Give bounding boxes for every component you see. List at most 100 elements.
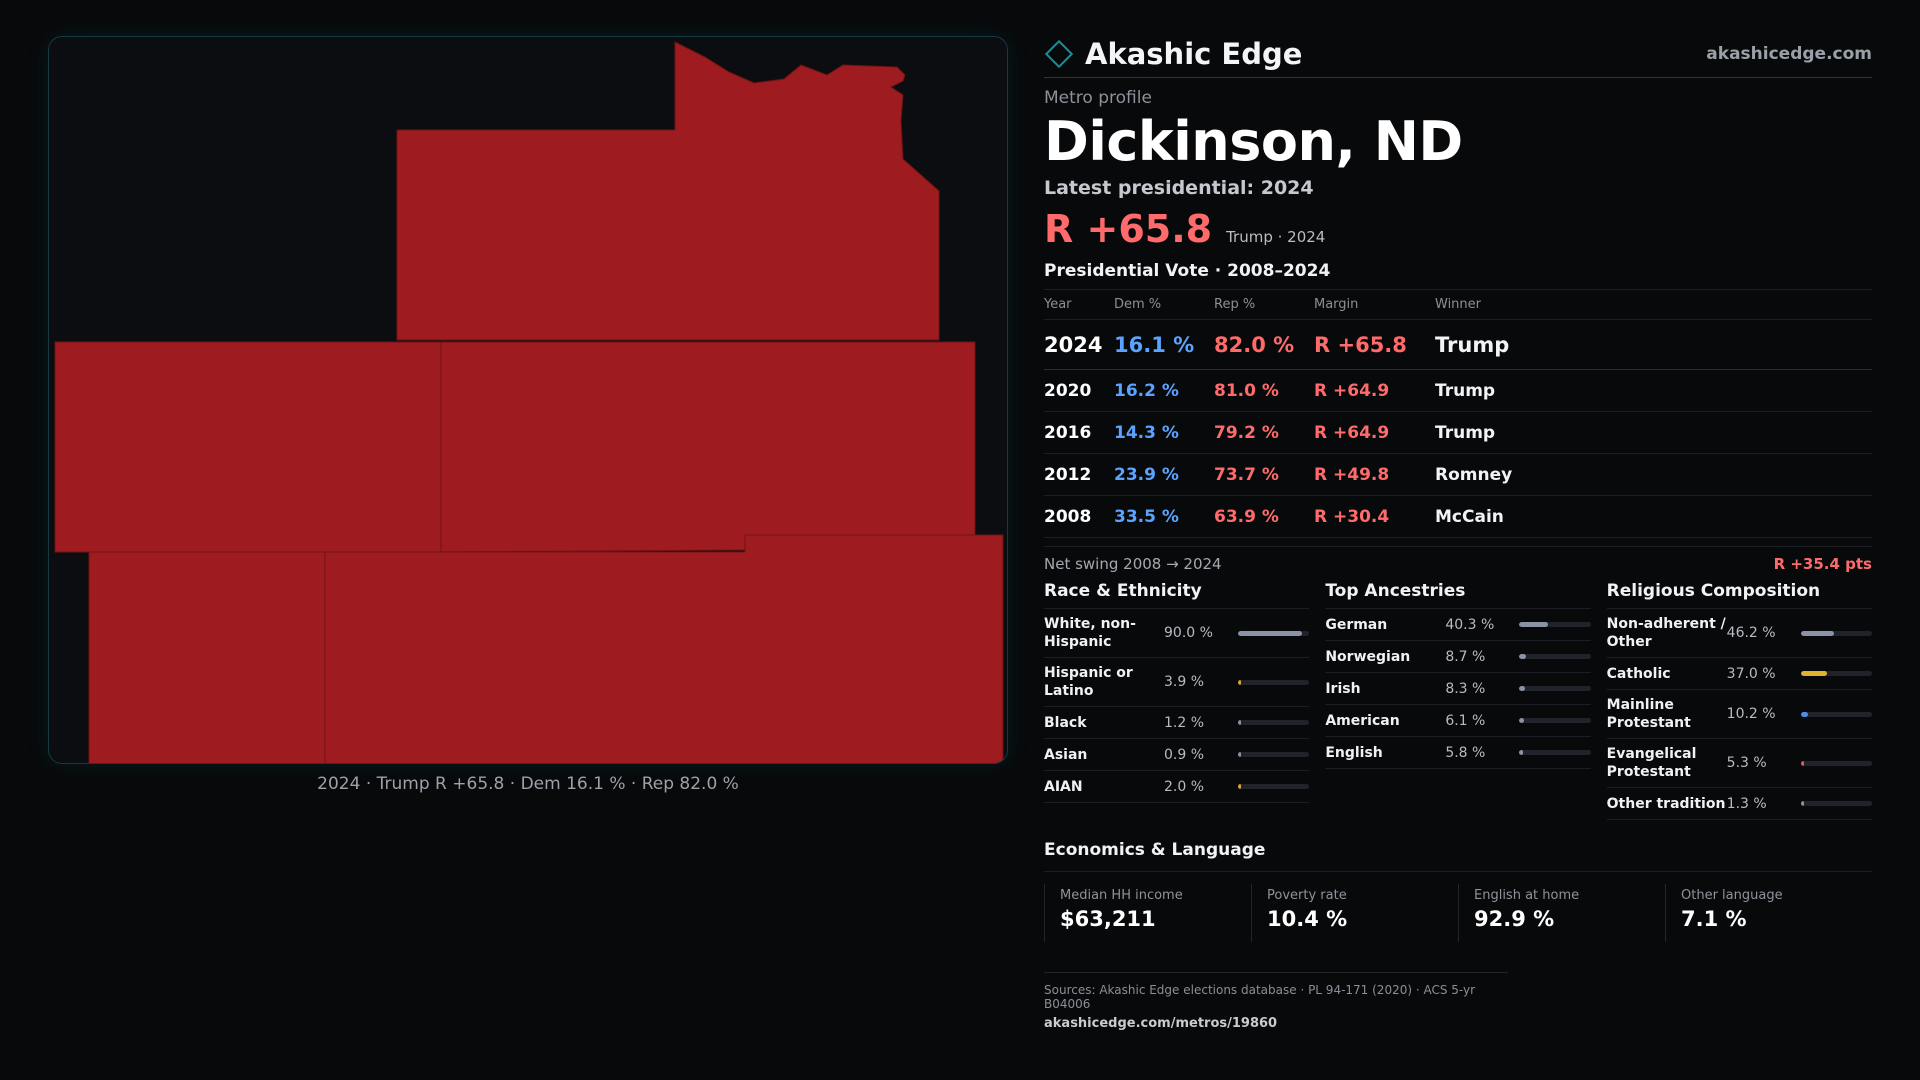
sources-footer: Sources: Akashic Edge elections database… bbox=[1044, 972, 1508, 1031]
share-bar bbox=[1519, 750, 1591, 755]
sources-text: Sources: Akashic Edge elections database… bbox=[1044, 983, 1476, 1011]
economics-title: Economics & Language bbox=[1044, 840, 1872, 872]
county-shape-north[interactable] bbox=[396, 41, 940, 341]
stat-card: Poverty rate 10.4 % bbox=[1251, 884, 1458, 942]
sources-url-link[interactable]: akashicedge.com/metros/19860 bbox=[1044, 1016, 1278, 1031]
share-bar bbox=[1800, 760, 1872, 766]
list-item-percent: 10.2 % bbox=[1726, 706, 1776, 722]
list-item-label: Mainline Protestant bbox=[1606, 697, 1691, 731]
share-bar-fill bbox=[1519, 686, 1526, 691]
cell-year: 2020 bbox=[1044, 369, 1114, 412]
stat-card: Median HH income $63,211 bbox=[1044, 884, 1251, 942]
economics-stats: Median HH income $63,211 Poverty rate 10.4 … bbox=[1044, 884, 1872, 942]
share-bar-fill bbox=[1238, 679, 1241, 685]
diamond-outline-icon bbox=[1044, 39, 1074, 68]
page-title: Dickinson, ND bbox=[1044, 110, 1463, 173]
list-item-percent: 40.3 % bbox=[1445, 616, 1495, 633]
county-shape-west[interactable] bbox=[54, 341, 442, 553]
headline-result: R +65.8 Trump · 2024 bbox=[1044, 207, 1872, 251]
list-item: English 5.8 % bbox=[1325, 737, 1591, 769]
list-item: Norwegian 8.7 % bbox=[1325, 641, 1591, 673]
share-bar-fill bbox=[1800, 801, 1804, 806]
share-bar bbox=[1519, 622, 1591, 627]
vote-history-table: Year Dem % Rep % Margin Winner 2024 16.1 … bbox=[1044, 289, 1872, 538]
stat-card: English at home 92.9 % bbox=[1458, 884, 1665, 942]
cell-dem: 16.1 % bbox=[1114, 319, 1214, 370]
list-item-percent: 1.2 % bbox=[1164, 714, 1205, 731]
race-ethnicity-section: Race & Ethnicity White, non-Hispanic 90.0… bbox=[1044, 581, 1310, 820]
list-item: AIAN 2.0 % bbox=[1044, 771, 1310, 803]
list-item-percent: 0.9 % bbox=[1164, 746, 1205, 763]
share-bar bbox=[1800, 630, 1872, 636]
share-bar-fill bbox=[1800, 630, 1834, 636]
share-bar bbox=[1238, 720, 1310, 725]
table-row[interactable]: 2012 23.9 % 73.7 % R +49.8 Romney bbox=[1044, 453, 1872, 496]
profile-eyebrow: Metro profile bbox=[1044, 88, 1152, 108]
county-shape-south[interactable] bbox=[88, 551, 326, 764]
list-item-percent: 37.0 % bbox=[1726, 665, 1776, 682]
share-bar-fill bbox=[1519, 718, 1524, 723]
stat-label: Other language bbox=[1681, 888, 1783, 903]
list-item: Evangelical Protestant 5.3 % bbox=[1606, 739, 1872, 788]
county-shape-southeast[interactable] bbox=[324, 534, 1004, 764]
county-shape-center[interactable] bbox=[440, 341, 976, 555]
list-item: Black 1.2 % bbox=[1044, 707, 1310, 739]
list-item-label: German bbox=[1325, 616, 1388, 633]
share-bar bbox=[1519, 718, 1591, 723]
race-ethnicity-title: Race & Ethnicity bbox=[1044, 581, 1310, 609]
cell-rep: 63.9 % bbox=[1214, 495, 1314, 538]
list-item-percent: 8.7 % bbox=[1445, 648, 1486, 665]
brand-name: Akashic Edge bbox=[1085, 36, 1303, 71]
list-item: Hispanic or Latino 3.9 % bbox=[1044, 658, 1310, 707]
list-item: Asian 0.9 % bbox=[1044, 739, 1310, 771]
share-bar bbox=[1238, 630, 1310, 636]
stat-value: 7.1 % bbox=[1681, 907, 1747, 931]
latest-presidential-label: Latest presidential: 2024 bbox=[1044, 177, 1314, 199]
demographics: Race & Ethnicity White, non-Hispanic 90.0… bbox=[1044, 581, 1872, 820]
cell-winner: Romney bbox=[1435, 453, 1872, 496]
religion-section: Religious Composition Non-adherent / Oth… bbox=[1606, 581, 1872, 820]
religion-title: Religious Composition bbox=[1606, 581, 1872, 609]
brand-url-link[interactable]: akashicedge.com bbox=[1706, 43, 1872, 64]
list-item: Non-adherent / Other 46.2 % bbox=[1606, 609, 1872, 658]
list-item-percent: 3.9 % bbox=[1164, 674, 1205, 690]
col-header-winner: Winner bbox=[1435, 289, 1872, 320]
brand-header: Akashic Edge akashicedge.com bbox=[1044, 30, 1872, 78]
cell-winner: Trump bbox=[1435, 369, 1872, 412]
list-item: White, non-Hispanic 90.0 % bbox=[1044, 609, 1310, 658]
table-row[interactable]: 2024 16.1 % 82.0 % R +65.8 Trump bbox=[1044, 319, 1872, 370]
county-map[interactable] bbox=[49, 37, 1008, 764]
vote-history-title: Presidential Vote · 2008–2024 bbox=[1044, 261, 1331, 281]
stat-value: $63,211 bbox=[1060, 907, 1156, 931]
list-item-label: Non-adherent / Other bbox=[1606, 616, 1726, 650]
table-row[interactable]: 2008 33.5 % 63.9 % R +30.4 McCain bbox=[1044, 495, 1872, 538]
ancestry-section: Top Ancestries German 40.3 % Norwegian 8.7 … bbox=[1325, 581, 1591, 820]
cell-winner: McCain bbox=[1435, 495, 1872, 538]
cell-rep: 73.7 % bbox=[1214, 453, 1314, 496]
list-item-label: White, non-Hispanic bbox=[1044, 616, 1136, 650]
share-bar bbox=[1800, 801, 1872, 806]
share-bar-fill bbox=[1800, 671, 1828, 676]
list-item-percent: 5.8 % bbox=[1445, 744, 1486, 761]
brand[interactable]: Akashic Edge bbox=[1044, 37, 1302, 71]
list-item: American 6.1 % bbox=[1325, 705, 1591, 737]
table-header-row: Year Dem % Rep % Margin Winner bbox=[1044, 289, 1872, 320]
map-caption: 2024 · Trump R +65.8 · Dem 16.1 % · Rep … bbox=[317, 774, 739, 794]
cell-margin: R +49.8 bbox=[1314, 453, 1435, 496]
cell-winner: Trump bbox=[1435, 319, 1872, 370]
table-row[interactable]: 2020 16.2 % 81.0 % R +64.9 Trump bbox=[1044, 369, 1872, 412]
stat-label: Poverty rate bbox=[1267, 888, 1347, 903]
cell-year: 2012 bbox=[1044, 453, 1114, 496]
share-bar-fill bbox=[1519, 622, 1549, 627]
share-bar-fill bbox=[1238, 784, 1241, 789]
table-row[interactable]: 2016 14.3 % 79.2 % R +64.9 Trump bbox=[1044, 411, 1872, 454]
share-bar bbox=[1238, 784, 1310, 789]
cell-margin: R +64.9 bbox=[1314, 411, 1435, 454]
ancestry-title: Top Ancestries bbox=[1325, 581, 1591, 609]
list-item: Mainline Protestant 10.2 % bbox=[1606, 690, 1872, 739]
share-bar-fill bbox=[1238, 630, 1303, 636]
metro-map-panel[interactable] bbox=[48, 36, 1008, 764]
col-header-margin: Margin bbox=[1314, 289, 1435, 320]
county-shapes bbox=[54, 41, 1004, 764]
cell-dem: 14.3 % bbox=[1114, 411, 1214, 454]
